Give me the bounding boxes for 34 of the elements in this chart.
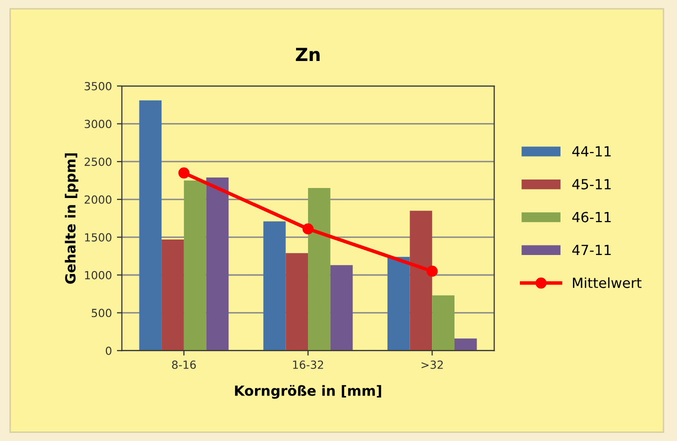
legend-label: 46-11 <box>572 212 611 222</box>
bar <box>184 180 206 351</box>
y-tick-label: 2500 <box>84 158 112 166</box>
bar <box>454 338 477 351</box>
legend-label: 44-11 <box>572 146 611 156</box>
point <box>426 266 438 277</box>
y-tick-label: 500 <box>92 308 112 318</box>
y-tick-label: 1000 <box>85 270 112 280</box>
bar <box>308 188 330 351</box>
y-tick-label: 1500 <box>85 233 112 242</box>
y-axis-title: Gehalte in [ppm] <box>64 153 78 284</box>
y-tick-label: 3500 <box>84 82 112 90</box>
bar <box>410 210 432 351</box>
bar <box>387 256 410 351</box>
y-tick-label: 0 <box>106 346 112 355</box>
x-tick-label: >32 <box>422 360 443 369</box>
x-tick-label: 16-32 <box>293 360 324 369</box>
bar <box>286 253 308 351</box>
bar <box>139 100 162 351</box>
point <box>178 167 190 178</box>
bar <box>263 221 286 351</box>
legend-label: Mittelwert <box>572 277 642 288</box>
bar <box>206 177 229 351</box>
y-tick-label: 3000 <box>84 120 112 128</box>
y-tick-label: 2000 <box>84 195 112 204</box>
legend-label: 47-11 <box>572 244 611 256</box>
x-tick-label: 8-16 <box>172 360 196 369</box>
bar <box>162 239 184 351</box>
point <box>302 223 314 234</box>
legend-label: 45-11 <box>572 179 611 190</box>
chart-title: Zn <box>296 48 320 61</box>
bar <box>330 265 353 351</box>
x-axis-title: Korngröße in [mm] <box>235 384 382 399</box>
bar <box>432 295 454 351</box>
